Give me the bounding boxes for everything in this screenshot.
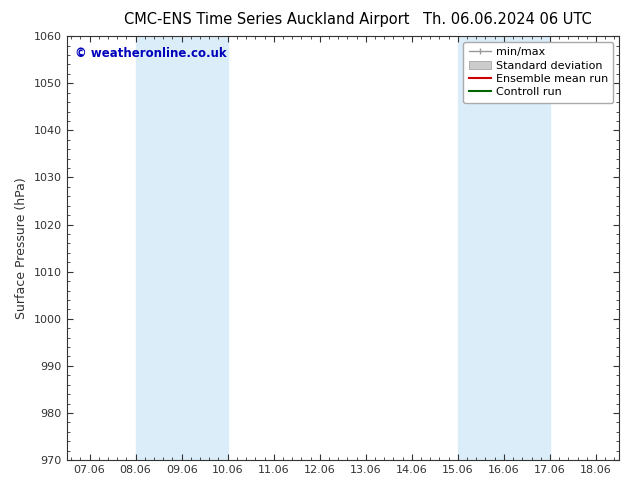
Y-axis label: Surface Pressure (hPa): Surface Pressure (hPa) bbox=[15, 177, 28, 319]
Text: CMC-ENS Time Series Auckland Airport: CMC-ENS Time Series Auckland Airport bbox=[124, 12, 409, 27]
Text: Th. 06.06.2024 06 UTC: Th. 06.06.2024 06 UTC bbox=[423, 12, 592, 27]
Bar bbox=[136, 36, 228, 460]
Bar bbox=[458, 36, 550, 460]
Text: © weatheronline.co.uk: © weatheronline.co.uk bbox=[75, 47, 226, 60]
Legend: min/max, Standard deviation, Ensemble mean run, Controll run: min/max, Standard deviation, Ensemble me… bbox=[463, 42, 614, 103]
